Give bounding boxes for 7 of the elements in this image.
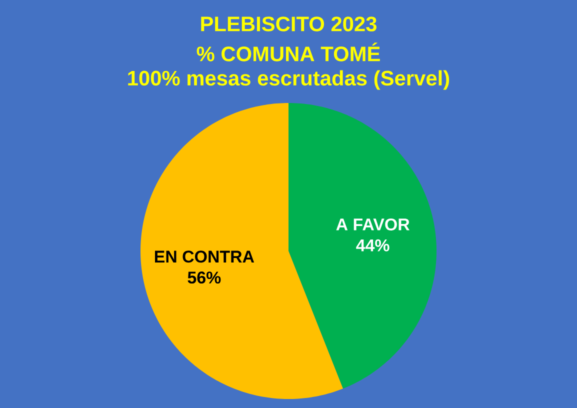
- slice-label: EN CONTRA: [154, 250, 254, 263]
- data-label: 56%: [188, 272, 221, 284]
- text: 100% mesas escrutadas (Servel): [128, 70, 450, 90]
- chart-title: PLEBISCITO 2023: [201, 16, 376, 32]
- slice-label: A FAVOR: [336, 218, 410, 230]
- chart-subtitle: % COMUNA TOMÉ: [196, 42, 380, 62]
- data-label: 44%: [356, 239, 390, 252]
